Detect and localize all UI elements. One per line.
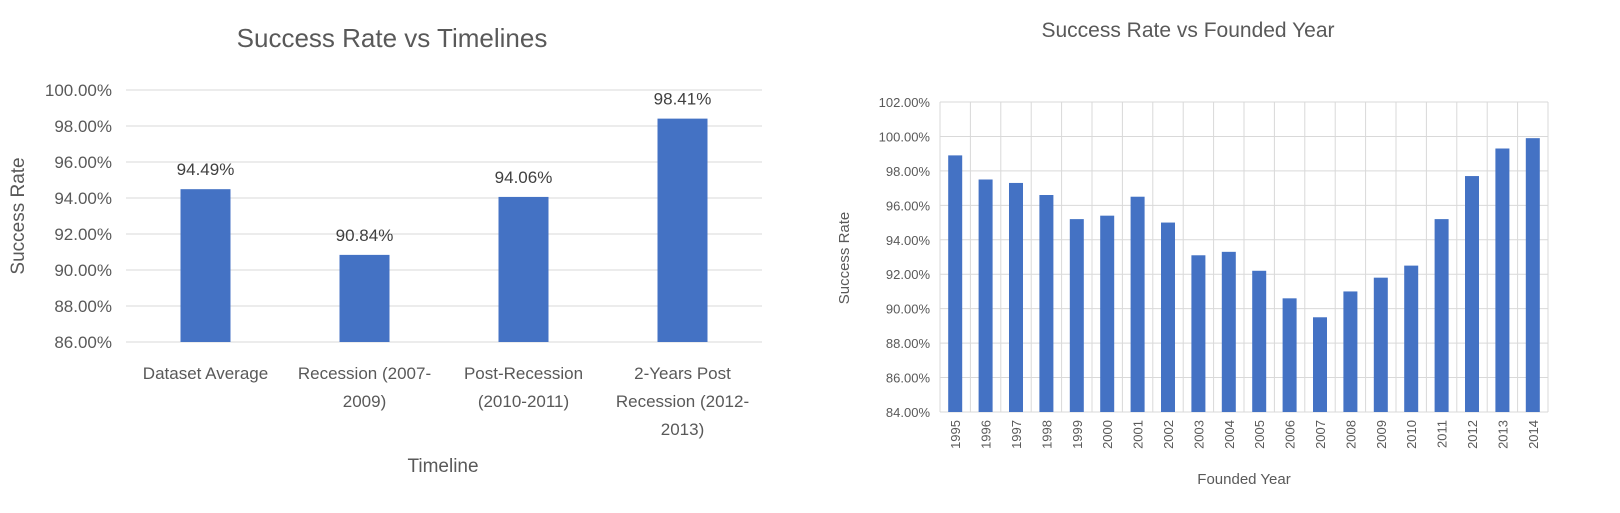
chart2-y-tick-label: 86.00% xyxy=(886,371,931,386)
chart1-data-labels: 94.49% 90.84% 94.06% 98.41% xyxy=(177,90,712,245)
chart2-bar xyxy=(1434,219,1449,412)
chart2-x-tick-label: 2007 xyxy=(1313,420,1328,449)
chart2-x-tick-label: 2001 xyxy=(1131,420,1146,449)
chart2-x-tick-label: 1996 xyxy=(979,420,994,449)
chart2-x-tick-label: 2012 xyxy=(1465,420,1480,449)
chart2-x-tick-label: 1999 xyxy=(1070,420,1085,449)
chart2-x-tick-label: 2013 xyxy=(1495,420,1510,449)
chart2-bar xyxy=(1039,195,1054,412)
chart1-bars xyxy=(180,118,708,343)
chart2-bar xyxy=(1282,298,1297,412)
chart1-title: Success Rate vs Timelines xyxy=(237,23,548,53)
chart2-bar xyxy=(1130,196,1145,412)
chart2-bar xyxy=(1404,265,1419,412)
chart1-y-tick-label: 94.00% xyxy=(54,189,112,208)
chart2-bar xyxy=(1465,176,1479,412)
chart2-x-tick-label: 2003 xyxy=(1191,420,1206,449)
chart2-y-tick-labels: 84.00% 86.00% 88.00% 90.00% 92.00% 94.00% 96.0… xyxy=(879,95,931,420)
chart2-y-tick-label: 84.00% xyxy=(886,405,931,420)
chart2-bar xyxy=(1221,251,1236,412)
chart1-data-label: 94.06% xyxy=(495,168,553,187)
chart2-bar xyxy=(1100,215,1115,412)
chart1-data-label: 94.49% xyxy=(177,160,235,179)
chart2-y-tick-label: 102.00% xyxy=(879,95,931,110)
chart2-x-tick-label: 1995 xyxy=(948,420,963,449)
chart2-bars xyxy=(948,138,1540,412)
chart2-y-tick-label: 88.00% xyxy=(886,336,931,351)
chart2-y-axis-label: Success Rate xyxy=(836,212,853,305)
chart1-y-axis-label: Success Rate xyxy=(8,157,29,274)
chart2-bar xyxy=(1495,148,1510,412)
chart1-data-label: 98.41% xyxy=(654,90,712,109)
chart1-gridlines xyxy=(126,89,762,343)
chart2-y-tick-label: 100.00% xyxy=(879,129,931,144)
chart2-bar xyxy=(1009,182,1023,412)
chart2-bar xyxy=(1313,317,1327,412)
chart1-bar xyxy=(339,254,390,342)
chart2-x-tick-label: 2009 xyxy=(1374,420,1389,449)
chart2-x-tick-label: 2006 xyxy=(1283,420,1298,449)
chart1-y-tick-label: 92.00% xyxy=(54,225,112,244)
chart2-x-tick-label: 2011 xyxy=(1435,420,1450,448)
chart1-x-tick-label: Post-Recession (2010-2011) xyxy=(464,364,583,411)
chart-founded-year: Success Rate vs Founded Year 84.00% 86.00… xyxy=(836,19,1549,488)
chart1-x-tick-label: 2-Years Post Recession (2012-2013) xyxy=(616,364,749,439)
chart2-x-tick-label: 1998 xyxy=(1039,420,1054,449)
chart2-gridlines xyxy=(939,101,1549,413)
chart2-x-tick-label: 2010 xyxy=(1404,420,1419,449)
chart2-x-tick-label: 2002 xyxy=(1161,420,1176,449)
chart2-y-tick-label: 90.00% xyxy=(886,302,931,317)
chart1-bar xyxy=(498,196,549,342)
chart1-x-tick-label: Dataset Average xyxy=(143,364,268,383)
chart2-bar xyxy=(948,155,963,412)
chart2-x-axis-label: Founded Year xyxy=(1197,471,1290,488)
chart1-y-tick-label: 86.00% xyxy=(54,333,112,352)
chart2-x-tick-label: 2008 xyxy=(1343,420,1358,449)
chart-timelines: Success Rate vs Timelines 86.00% 88.00% 90… xyxy=(8,23,762,477)
chart1-x-tick-label: Recession (2007-2009) xyxy=(298,364,431,411)
chart1-y-tick-label: 88.00% xyxy=(54,297,112,316)
chart2-bar xyxy=(1191,255,1206,412)
chart2-y-tick-label: 96.00% xyxy=(886,198,931,213)
chart2-bar xyxy=(1069,219,1084,412)
chart2-bar xyxy=(1161,222,1175,412)
chart1-y-tick-label: 90.00% xyxy=(54,261,112,280)
chart1-bar xyxy=(657,118,708,343)
chart1-y-tick-label: 98.00% xyxy=(54,117,112,136)
chart2-x-tick-label: 2014 xyxy=(1526,420,1541,449)
chart2-x-tick-label: 1997 xyxy=(1009,420,1024,449)
chart1-data-label: 90.84% xyxy=(336,226,394,245)
chart2-y-tick-label: 98.00% xyxy=(886,164,931,179)
chart1-x-axis-label: Timeline xyxy=(407,456,478,477)
chart2-bar xyxy=(1525,138,1540,412)
chart2-y-tick-label: 94.00% xyxy=(886,233,931,248)
chart1-x-tick-labels: Dataset Average Recession (2007-2009) Post… xyxy=(143,364,749,439)
chart2-y-tick-label: 92.00% xyxy=(886,267,931,282)
chart2-bar xyxy=(1373,277,1388,412)
chart1-y-tick-label: 100.00% xyxy=(45,81,112,100)
chart1-bar xyxy=(180,189,231,342)
chart2-x-tick-label: 2000 xyxy=(1100,420,1115,449)
chart2-bar xyxy=(1252,270,1267,412)
chart2-bar xyxy=(1343,291,1358,412)
chart2-title: Success Rate vs Founded Year xyxy=(1041,19,1334,42)
chart2-x-tick-label: 2004 xyxy=(1222,420,1237,449)
chart1-y-tick-labels: 86.00% 88.00% 90.00% 92.00% 94.00% 96.00% 98.0… xyxy=(45,81,112,352)
chart2-x-tick-label: 2005 xyxy=(1252,420,1267,449)
chart2-x-tick-labels: 1995 1996 1997 1998 1999 2000 2001 2002 2003 2004… xyxy=(948,420,1541,449)
chart2-bar xyxy=(978,179,993,412)
chart1-y-tick-label: 96.00% xyxy=(54,153,112,172)
